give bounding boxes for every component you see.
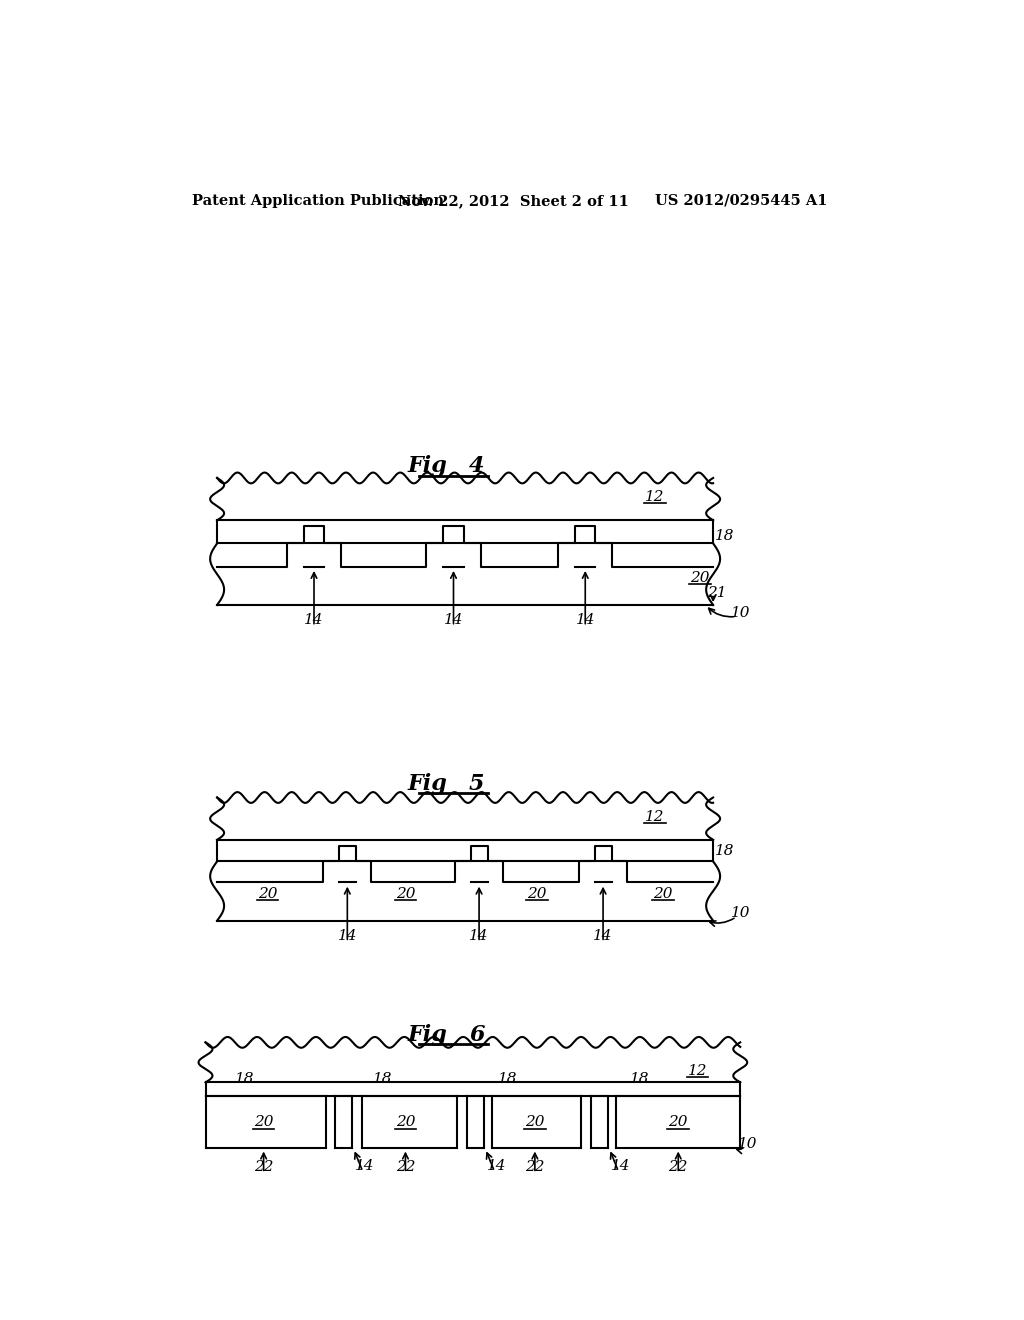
Text: 14: 14 — [304, 614, 324, 627]
Text: Patent Application Publication: Patent Application Publication — [191, 194, 443, 207]
Text: Fig: Fig — [408, 772, 447, 795]
Text: 22: 22 — [395, 1160, 415, 1173]
Text: US 2012/0295445 A1: US 2012/0295445 A1 — [655, 194, 827, 207]
Text: 12: 12 — [645, 809, 665, 824]
Text: 14: 14 — [611, 1159, 631, 1172]
Text: 6: 6 — [469, 1024, 484, 1045]
Text: 4: 4 — [469, 455, 484, 478]
Text: 20: 20 — [395, 887, 415, 900]
Text: Fig: Fig — [408, 455, 447, 478]
Text: 12: 12 — [688, 1064, 708, 1078]
Text: 22: 22 — [254, 1160, 273, 1173]
Text: 18: 18 — [234, 1072, 254, 1085]
Text: 5: 5 — [469, 772, 484, 795]
Text: 14: 14 — [355, 1159, 375, 1172]
Text: 14: 14 — [443, 614, 463, 627]
Text: 18: 18 — [630, 1072, 649, 1085]
Text: 10: 10 — [730, 606, 750, 619]
Text: 22: 22 — [669, 1160, 688, 1173]
Text: 18: 18 — [715, 845, 734, 858]
Text: 20: 20 — [669, 1115, 688, 1130]
Text: 22: 22 — [525, 1160, 545, 1173]
Text: 14: 14 — [575, 614, 595, 627]
Text: 20: 20 — [690, 572, 710, 585]
Text: 14: 14 — [338, 929, 357, 942]
Text: 20: 20 — [254, 1115, 273, 1130]
Text: 10: 10 — [738, 1137, 758, 1151]
Text: Nov. 22, 2012  Sheet 2 of 11: Nov. 22, 2012 Sheet 2 of 11 — [397, 194, 629, 207]
Text: 18: 18 — [373, 1072, 392, 1085]
Text: 18: 18 — [715, 529, 734, 543]
Text: 20: 20 — [653, 887, 673, 900]
Text: 14: 14 — [487, 1159, 507, 1172]
Text: 10: 10 — [730, 906, 750, 920]
Text: 20: 20 — [527, 887, 547, 900]
Text: 14: 14 — [593, 929, 612, 942]
Text: 12: 12 — [645, 490, 665, 504]
Text: 21: 21 — [708, 586, 727, 601]
Text: 20: 20 — [395, 1115, 415, 1130]
Text: Fig: Fig — [408, 1024, 447, 1045]
Text: 20: 20 — [525, 1115, 545, 1130]
Text: 14: 14 — [469, 929, 488, 942]
Text: 18: 18 — [498, 1072, 517, 1085]
Text: 20: 20 — [258, 887, 278, 900]
